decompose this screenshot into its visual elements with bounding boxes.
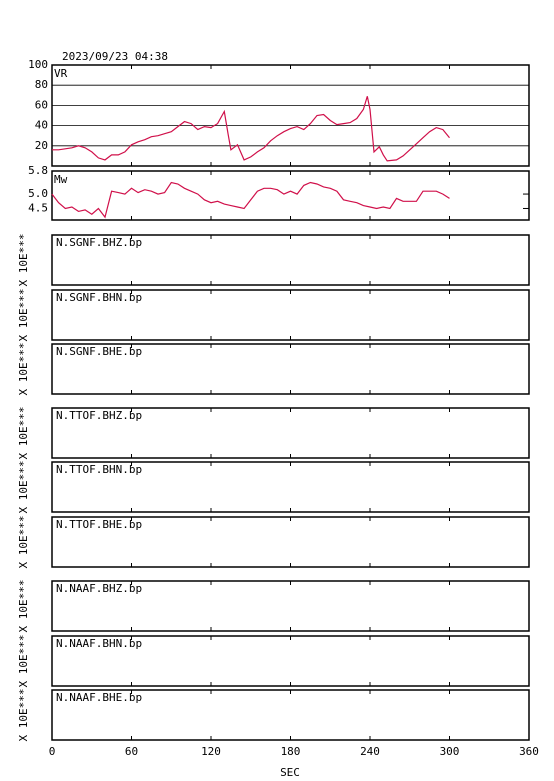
x-tick-label: 360 (519, 745, 539, 758)
y-axis-label: X 10E*** (17, 689, 30, 742)
y-tick-label: 100 (28, 58, 48, 71)
y-axis-label: X 10E*** (17, 635, 30, 688)
y-tick-label: 5.0 (28, 187, 48, 200)
panel-frame (51, 64, 530, 167)
y-axis-label: X 10E*** (17, 343, 30, 396)
x-tick-label: 180 (281, 745, 301, 758)
x-tick-label: 0 (49, 745, 56, 758)
x-tick-label: 240 (360, 745, 380, 758)
y-axis-label: X 10E*** (17, 580, 30, 633)
x-tick-label: 300 (440, 745, 460, 758)
panel-frame (51, 170, 530, 221)
x-tick-label: 60 (125, 745, 138, 758)
y-axis-label: X 10E*** (17, 407, 30, 460)
data-line (52, 96, 450, 162)
y-tick-label: 4.5 (28, 201, 48, 214)
trace-label: N.NAAF.BHN.bp (56, 637, 142, 650)
y-axis-label: X 10E*** (17, 516, 30, 569)
y-tick-label: 40 (35, 119, 48, 132)
trace-label: N.SGNF.BHN.bp (56, 291, 142, 304)
y-axis-label: X 10E*** (17, 461, 30, 514)
y-tick-label: 20 (35, 139, 48, 152)
trace-label: N.TTOF.BHN.bp (56, 463, 142, 476)
panel-label: Mw (54, 173, 68, 186)
trace-label: N.NAAF.BHZ.bp (56, 582, 142, 595)
data-line (51, 181, 450, 219)
x-tick-label: 120 (201, 745, 221, 758)
trace-label: N.SGNF.BHZ.bp (56, 236, 142, 249)
trace-label: N.NAAF.BHE.bp (56, 691, 142, 704)
trace-label: N.SGNF.BHE.bp (56, 345, 142, 358)
trace-label: N.TTOF.BHZ.bp (56, 409, 142, 422)
y-tick-label: 5.8 (28, 164, 48, 177)
y-tick-label: 60 (35, 98, 48, 111)
y-axis-label: X 10E*** (17, 234, 30, 287)
y-axis-label: X 10E*** (17, 289, 30, 342)
panel-label: VR (54, 67, 68, 80)
chart-title: 2023/09/23 04:38 (62, 50, 168, 63)
trace-label: N.TTOF.BHE.bp (56, 518, 142, 531)
y-tick-label: 80 (35, 78, 48, 91)
x-axis-label: SEC (280, 766, 300, 779)
